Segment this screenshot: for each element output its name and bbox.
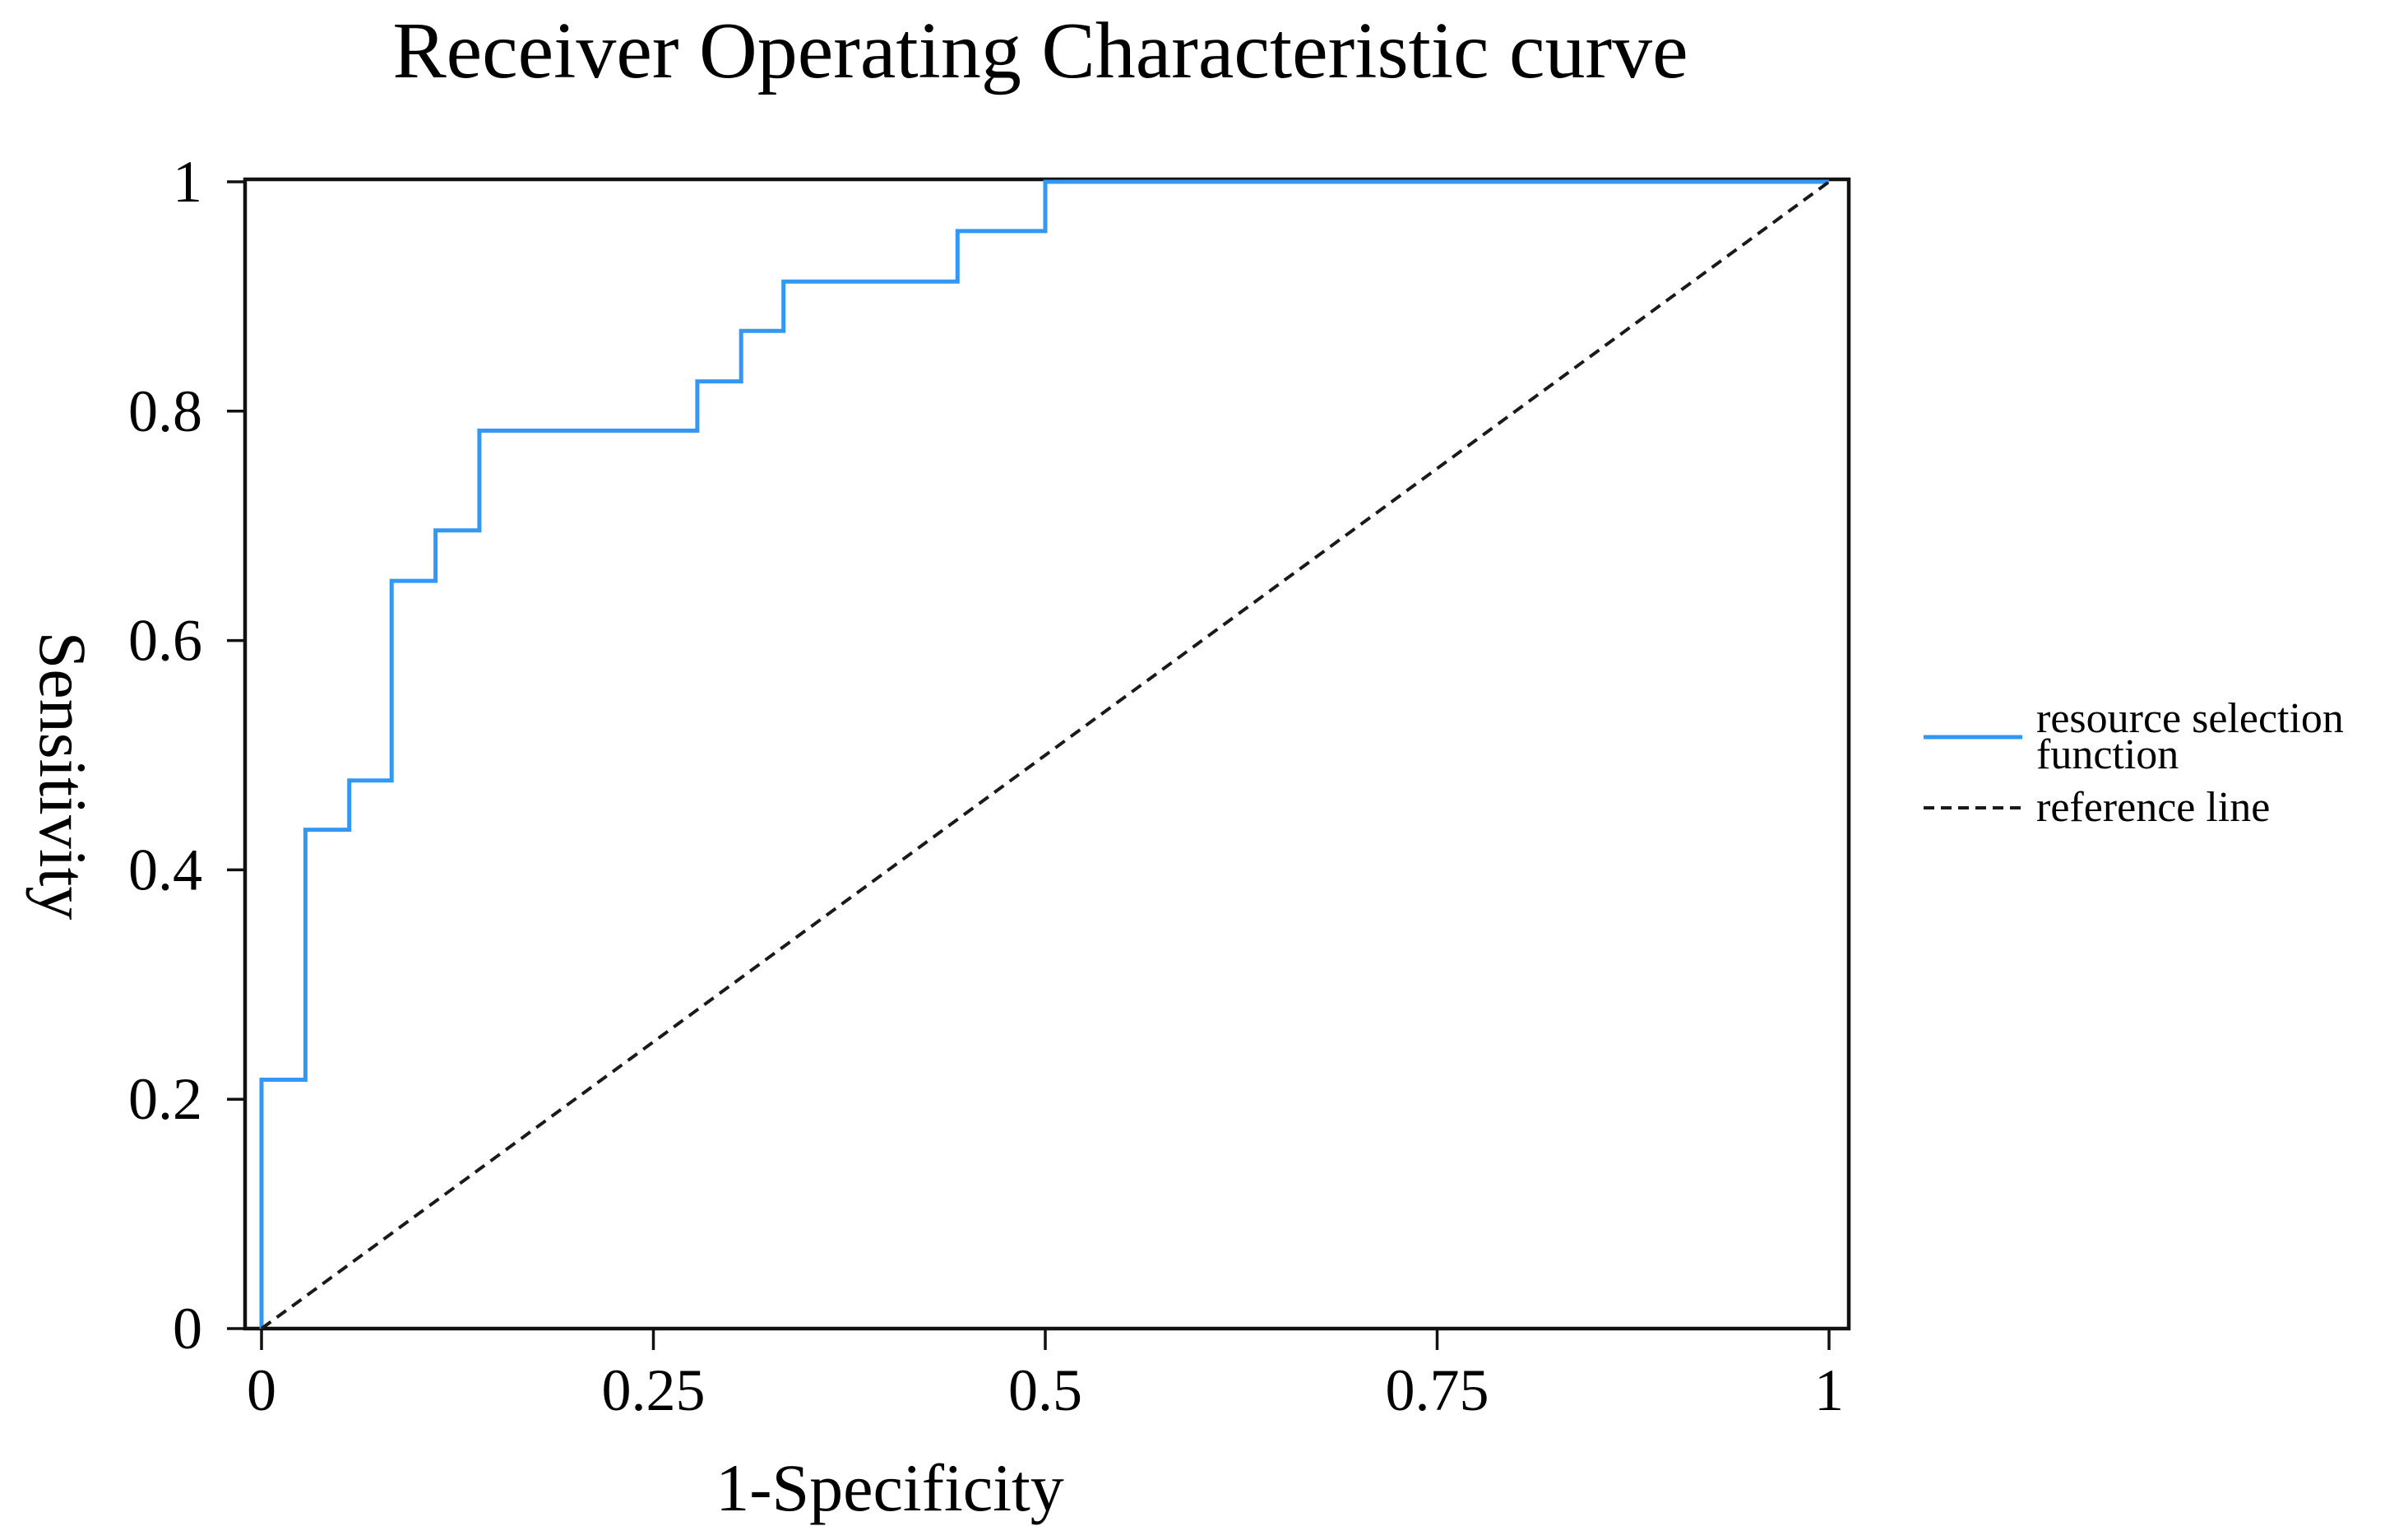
x-tick-label: 0.75: [1386, 1357, 1489, 1423]
x-tick-label: 1: [1814, 1357, 1844, 1423]
solid-line-swatch-icon: [1924, 735, 2022, 740]
legend-label-resource-selection-function: resource selection function: [2036, 695, 2344, 779]
y-tick-label: 0: [173, 1296, 202, 1361]
y-tick-label: 0.8: [128, 378, 202, 444]
legend-label-reference-line: reference line: [2036, 784, 2271, 832]
y-tick-label: 0.6: [128, 608, 202, 674]
x-tick-label: 0: [247, 1357, 276, 1423]
x-axis-title: 1-Specificity: [715, 1450, 1064, 1525]
legend-item-resource-selection-function: resource selection function: [1922, 695, 2344, 779]
y-tick-label: 0.2: [128, 1066, 202, 1132]
reference-line: [260, 180, 1831, 1330]
chart-title: Receiver Operating Characteristic curve: [392, 7, 1688, 95]
plot-frame: [243, 177, 1851, 1331]
roc-curve: [259, 179, 1829, 1329]
x-tick-label: 0.5: [1008, 1357, 1082, 1423]
dashed-line-swatch-icon: [1924, 806, 2022, 810]
y-axis-title: Sensitivity: [25, 631, 100, 921]
y-tick-label: 0.4: [128, 837, 202, 902]
legend-item-reference-line: reference line: [1922, 784, 2344, 832]
x-tick-label: 0.25: [602, 1357, 706, 1423]
legend: resource selection function reference li…: [1922, 695, 2344, 832]
y-tick-label: 1: [173, 149, 202, 215]
